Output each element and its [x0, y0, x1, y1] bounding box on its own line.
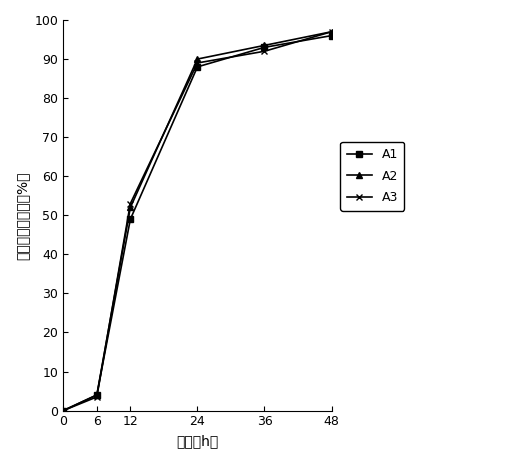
A3: [328, 29, 334, 35]
A3: [194, 60, 201, 66]
A1: [328, 33, 334, 38]
Legend: A1, A2, A3: A1, A2, A3: [341, 142, 404, 211]
A3: [94, 394, 100, 400]
A2: [60, 408, 66, 413]
Line: A1: A1: [60, 32, 335, 414]
A1: [60, 408, 66, 413]
A2: [194, 56, 201, 62]
A1: [262, 44, 268, 50]
Line: A3: A3: [60, 28, 335, 414]
A3: [60, 408, 66, 413]
A3: [262, 49, 268, 54]
A1: [94, 392, 100, 398]
A1: [194, 64, 201, 69]
Y-axis label: 亚础酸盐降解率（%）: 亚础酸盐降解率（%）: [15, 171, 29, 260]
A2: [127, 205, 133, 210]
A2: [94, 392, 100, 398]
Line: A2: A2: [60, 28, 335, 414]
A2: [328, 29, 334, 35]
X-axis label: 时间（h）: 时间（h）: [176, 434, 219, 448]
A3: [127, 201, 133, 206]
A1: [127, 216, 133, 222]
A2: [262, 43, 268, 48]
